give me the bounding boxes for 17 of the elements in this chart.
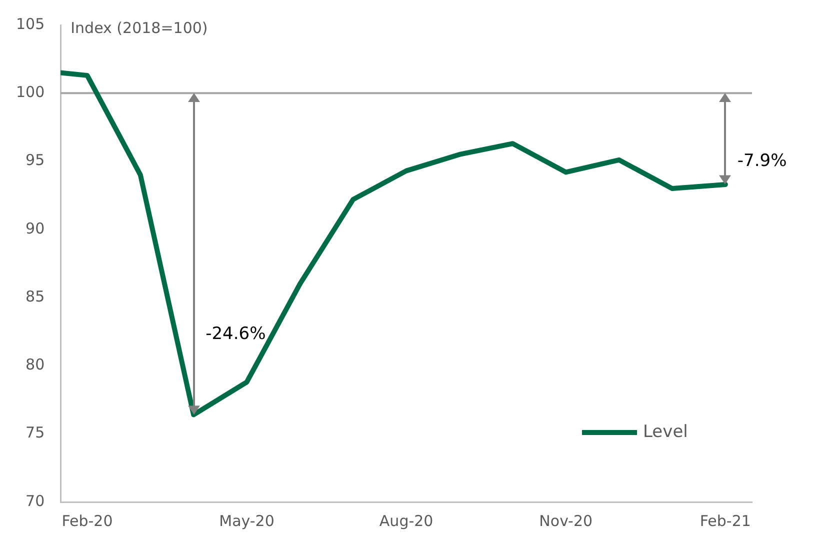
x-tick-label: May-20 [219,512,274,530]
legend-label: Level [643,422,688,442]
y-tick-label: 80 [26,356,45,374]
y-tick-label: 70 [26,492,45,510]
y-axis-title: Index (2018=100) [70,19,208,37]
x-tick-label: Feb-20 [62,512,113,530]
annotation: -24.6% [206,324,266,344]
y-tick-label: 90 [26,219,45,238]
x-tick-label: Nov-20 [539,512,593,530]
y-tick-label: 95 [26,151,45,170]
x-tick-label: Feb-21 [700,512,751,530]
y-tick-label: 75 [26,424,45,442]
annotation: -7.9% [737,151,787,172]
y-tick-label: 100 [16,83,45,102]
x-tick-label: Aug-20 [379,512,434,530]
y-tick-label: 85 [26,287,45,306]
y-tick-label: 105 [16,14,45,33]
